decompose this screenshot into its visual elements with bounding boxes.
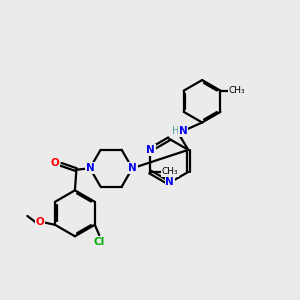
Text: N: N — [128, 163, 137, 173]
Text: O: O — [35, 218, 44, 227]
Text: CH₃: CH₃ — [161, 167, 178, 176]
Text: N: N — [146, 145, 155, 155]
Text: N: N — [165, 177, 174, 188]
Text: N: N — [179, 126, 188, 136]
Text: N: N — [85, 163, 94, 173]
Text: O: O — [50, 158, 59, 168]
Text: CH₃: CH₃ — [229, 86, 246, 95]
Text: Cl: Cl — [94, 237, 105, 247]
Text: H: H — [172, 126, 179, 136]
